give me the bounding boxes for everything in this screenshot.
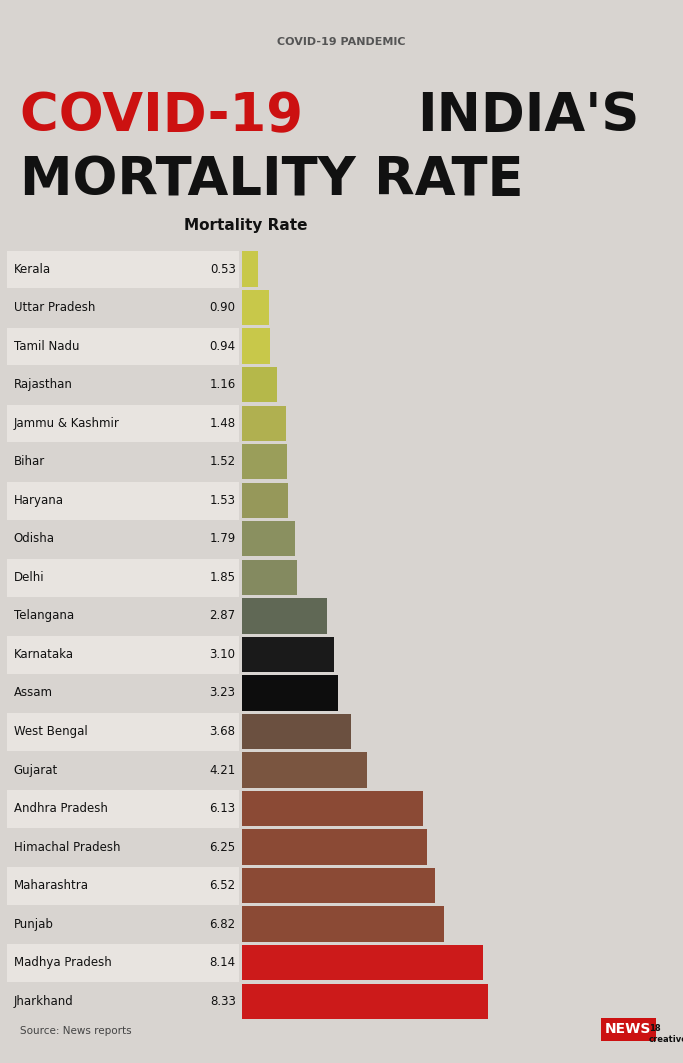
Text: Haryana: Haryana bbox=[14, 494, 64, 507]
Text: 6.82: 6.82 bbox=[210, 917, 236, 930]
FancyBboxPatch shape bbox=[242, 328, 270, 364]
Text: West Bengal: West Bengal bbox=[14, 725, 87, 738]
Text: Punjab: Punjab bbox=[14, 917, 53, 930]
Text: 8.33: 8.33 bbox=[210, 995, 236, 1008]
FancyBboxPatch shape bbox=[242, 675, 338, 710]
Text: 0.90: 0.90 bbox=[210, 301, 236, 314]
Text: 3.68: 3.68 bbox=[210, 725, 236, 738]
FancyBboxPatch shape bbox=[7, 790, 239, 828]
Text: COVID-19: COVID-19 bbox=[20, 90, 322, 142]
Text: Telangana: Telangana bbox=[14, 609, 74, 622]
Text: Odisha: Odisha bbox=[14, 533, 55, 545]
Text: 8.14: 8.14 bbox=[210, 957, 236, 969]
FancyBboxPatch shape bbox=[7, 482, 239, 520]
Text: Kerala: Kerala bbox=[14, 263, 51, 275]
FancyBboxPatch shape bbox=[7, 443, 239, 480]
Text: Gujarat: Gujarat bbox=[14, 763, 58, 776]
Text: 2.87: 2.87 bbox=[210, 609, 236, 622]
Text: 6.25: 6.25 bbox=[210, 841, 236, 854]
FancyBboxPatch shape bbox=[242, 521, 295, 557]
Text: Delhi: Delhi bbox=[14, 571, 44, 584]
FancyBboxPatch shape bbox=[242, 945, 483, 980]
Text: Jharkhand: Jharkhand bbox=[14, 995, 73, 1008]
FancyBboxPatch shape bbox=[242, 367, 277, 402]
Text: Assam: Assam bbox=[14, 687, 53, 699]
FancyBboxPatch shape bbox=[7, 597, 239, 635]
Text: 0.94: 0.94 bbox=[210, 340, 236, 353]
FancyBboxPatch shape bbox=[7, 367, 239, 404]
FancyBboxPatch shape bbox=[242, 983, 488, 1018]
Text: Mortality Rate: Mortality Rate bbox=[184, 218, 307, 233]
Text: 1.53: 1.53 bbox=[210, 494, 236, 507]
FancyBboxPatch shape bbox=[7, 713, 239, 750]
FancyBboxPatch shape bbox=[7, 636, 239, 674]
Text: Madhya Pradesh: Madhya Pradesh bbox=[14, 957, 111, 969]
FancyBboxPatch shape bbox=[242, 483, 288, 518]
FancyBboxPatch shape bbox=[7, 906, 239, 944]
Text: 6.52: 6.52 bbox=[210, 879, 236, 892]
FancyBboxPatch shape bbox=[7, 867, 239, 905]
FancyBboxPatch shape bbox=[242, 406, 286, 441]
FancyBboxPatch shape bbox=[242, 867, 435, 904]
FancyBboxPatch shape bbox=[7, 327, 239, 366]
Text: Rajasthan: Rajasthan bbox=[14, 378, 72, 391]
FancyBboxPatch shape bbox=[242, 290, 269, 325]
Text: 1.16: 1.16 bbox=[210, 378, 236, 391]
FancyBboxPatch shape bbox=[7, 251, 239, 288]
Text: Tamil Nadu: Tamil Nadu bbox=[14, 340, 79, 353]
FancyBboxPatch shape bbox=[242, 252, 258, 287]
Text: Bihar: Bihar bbox=[14, 455, 45, 468]
FancyBboxPatch shape bbox=[7, 829, 239, 866]
Text: MORTALITY RATE: MORTALITY RATE bbox=[20, 154, 524, 206]
Text: Jammu & Kashmir: Jammu & Kashmir bbox=[14, 417, 120, 429]
Text: INDIA'S: INDIA'S bbox=[417, 90, 639, 142]
Text: 3.23: 3.23 bbox=[210, 687, 236, 699]
Text: 1.52: 1.52 bbox=[210, 455, 236, 468]
Text: 1.85: 1.85 bbox=[210, 571, 236, 584]
FancyBboxPatch shape bbox=[7, 289, 239, 326]
FancyBboxPatch shape bbox=[242, 753, 367, 788]
FancyBboxPatch shape bbox=[7, 752, 239, 789]
FancyBboxPatch shape bbox=[242, 444, 288, 479]
Text: 1.79: 1.79 bbox=[210, 533, 236, 545]
FancyBboxPatch shape bbox=[7, 521, 239, 558]
FancyBboxPatch shape bbox=[242, 791, 423, 826]
Text: 1.48: 1.48 bbox=[210, 417, 236, 429]
Text: Karnataka: Karnataka bbox=[14, 648, 74, 661]
FancyBboxPatch shape bbox=[7, 559, 239, 596]
FancyBboxPatch shape bbox=[242, 559, 297, 595]
FancyBboxPatch shape bbox=[7, 405, 239, 442]
Text: 18
creative: 18 creative bbox=[649, 1025, 683, 1044]
FancyBboxPatch shape bbox=[242, 598, 327, 634]
Text: Himachal Pradesh: Himachal Pradesh bbox=[14, 841, 120, 854]
Text: NEWS: NEWS bbox=[605, 1023, 652, 1036]
Text: 6.13: 6.13 bbox=[210, 803, 236, 815]
Text: 3.10: 3.10 bbox=[210, 648, 236, 661]
FancyBboxPatch shape bbox=[7, 983, 239, 1020]
Text: Andhra Pradesh: Andhra Pradesh bbox=[14, 803, 107, 815]
Text: Maharashtra: Maharashtra bbox=[14, 879, 89, 892]
FancyBboxPatch shape bbox=[242, 907, 444, 942]
FancyBboxPatch shape bbox=[7, 675, 239, 712]
Text: 0.53: 0.53 bbox=[210, 263, 236, 275]
FancyBboxPatch shape bbox=[242, 637, 334, 672]
FancyBboxPatch shape bbox=[242, 713, 351, 749]
Text: 4.21: 4.21 bbox=[210, 763, 236, 776]
FancyBboxPatch shape bbox=[242, 829, 427, 864]
Text: Uttar Pradesh: Uttar Pradesh bbox=[14, 301, 95, 314]
FancyBboxPatch shape bbox=[7, 944, 239, 982]
Text: Source: News reports: Source: News reports bbox=[20, 1027, 132, 1036]
Text: COVID-19 PANDEMIC: COVID-19 PANDEMIC bbox=[277, 37, 406, 47]
